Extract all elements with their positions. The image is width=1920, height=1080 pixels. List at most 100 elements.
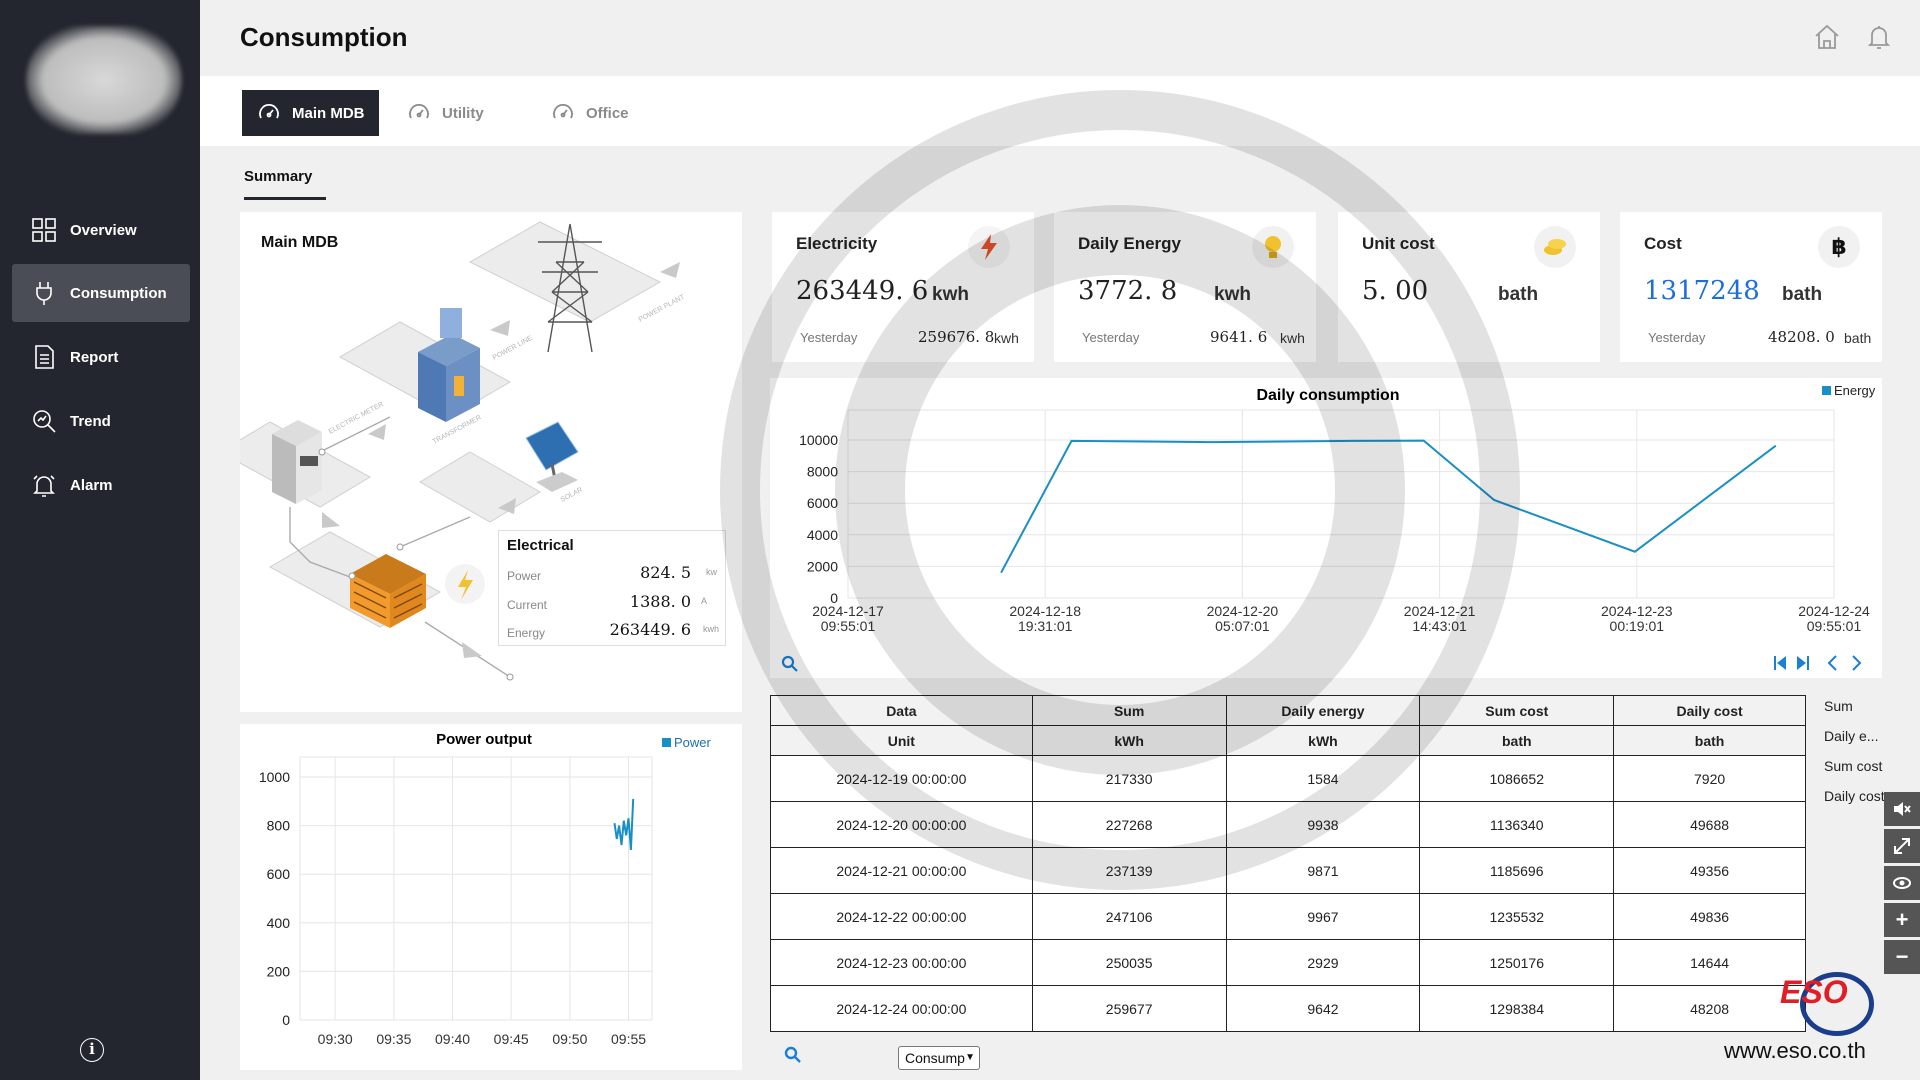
y-tick-label: 0 (282, 1012, 290, 1028)
column-header[interactable]: Sum cost (1419, 695, 1615, 726)
magnify-chart-icon (30, 407, 58, 435)
alarm-bell-icon (30, 471, 58, 499)
y-tick-label: 8000 (807, 464, 838, 480)
table-row: 2024-12-20 00:00:00 227268 9938 1136340 4968… (770, 801, 1806, 848)
collapse-icon[interactable] (1884, 829, 1920, 863)
sidebar-item-report[interactable]: Report (12, 328, 190, 386)
tab-label: Office (586, 104, 629, 122)
card-yesterday-value: 9641. 6 (1210, 328, 1268, 346)
column-toggle-item[interactable]: Sum cost (1824, 758, 1883, 774)
sidebar-item-alarm[interactable]: Alarm (12, 456, 190, 514)
brand-url: www.eso.co.th (1724, 1038, 1866, 1063)
tab-summary[interactable]: Summary (244, 168, 326, 200)
x-tick-label: 09:55:01 (821, 618, 876, 634)
column-header[interactable]: Data (770, 695, 1033, 726)
card-electricity: Electricity 263449. 6 kwh Yesterday 2596… (772, 212, 1034, 362)
card-value: 3772. 8 (1078, 276, 1178, 306)
card-value: 263449. 6 (796, 276, 929, 306)
column-header[interactable]: Daily cost (1613, 695, 1806, 726)
unit-header: kWh (1225, 725, 1421, 756)
tab-office[interactable]: Office (536, 90, 643, 136)
card-yesterday-unit: bath (1844, 330, 1872, 346)
sidebar-item-overview[interactable]: Overview (12, 201, 190, 259)
row-value: 263449. 6 (609, 620, 691, 639)
sidebar-item-consumption[interactable]: Consumption (12, 264, 190, 322)
table-cell: 250035 (1031, 939, 1227, 986)
series-select[interactable]: Consump ▼ (898, 1046, 980, 1070)
gauge-icon (259, 104, 279, 119)
transformer-icon (418, 308, 480, 422)
prev-icon[interactable] (1827, 655, 1837, 671)
zoom-in-icon[interactable]: + (1884, 903, 1920, 937)
info-icon[interactable]: i (80, 1038, 104, 1062)
chart-title: Power output (436, 731, 532, 748)
lightning-icon (458, 570, 473, 600)
table-header-row: Data Sum Daily energy Sum cost Daily cos… (770, 695, 1806, 726)
legend-swatch (1822, 386, 1831, 395)
table-row: 2024-12-21 00:00:00 237139 9871 1185696 4935… (770, 847, 1806, 894)
table-cell: 48208 (1613, 985, 1806, 1032)
table-search-icon[interactable] (784, 1046, 802, 1069)
next-icon[interactable] (1852, 655, 1862, 671)
table-cell: 7920 (1613, 755, 1806, 802)
mute-icon[interactable] (1884, 792, 1920, 826)
zoom-out-icon[interactable]: − (1884, 940, 1920, 974)
x-tick-label: 09:40 (435, 1031, 470, 1047)
table-unit-row: Unit kWh kWh bath bath (770, 725, 1806, 756)
column-toggle-item[interactable]: Sum (1824, 698, 1853, 714)
column-header[interactable]: Daily energy (1225, 695, 1421, 726)
panel-title: Main MDB (261, 234, 339, 251)
column-toggle-item[interactable]: Daily cost (1824, 788, 1885, 804)
table-cell: 237139 (1031, 847, 1227, 894)
table-cell: 2024-12-24 00:00:00 (770, 985, 1033, 1032)
table-cell: 9642 (1225, 985, 1421, 1032)
summary-table: Data Sum Daily energy Sum cost Daily cos… (770, 695, 1806, 1032)
eye-icon[interactable] (1884, 866, 1920, 900)
table-cell: 259677 (1031, 985, 1227, 1032)
y-tick-label: 1000 (259, 769, 290, 785)
row-unit: A (700, 596, 707, 606)
table-row: 2024-12-22 00:00:00 247106 9967 1235532 4983… (770, 893, 1806, 940)
card-value: 1317248 (1644, 276, 1760, 306)
last-page-icon[interactable] (1797, 656, 1809, 670)
zoom-search-icon[interactable] (781, 655, 798, 672)
bell-icon[interactable] (1864, 22, 1894, 52)
electrical-row-energy: Energy 263449. 6 kwh (507, 620, 719, 642)
x-tick-label: 19:31:01 (1018, 618, 1073, 634)
column-toggle-item[interactable]: Daily e... (1824, 728, 1879, 744)
brand-logo-ring (1800, 972, 1874, 1036)
electrical-row-current: Current 1388. 0 A (507, 592, 719, 614)
home-icon[interactable] (1812, 22, 1842, 52)
tab-utility[interactable]: Utility (392, 90, 498, 136)
tab-main-mdb[interactable]: Main MDB (242, 90, 379, 136)
y-tick-label: 200 (267, 963, 291, 979)
table-cell: 2024-12-23 00:00:00 (770, 939, 1033, 986)
plug-icon (30, 279, 58, 307)
sidebar-item-trend[interactable]: Trend (12, 392, 190, 450)
table-cell: 49356 (1613, 847, 1806, 894)
row-label: Power (507, 569, 542, 583)
card-cost: Cost ฿ 1317248 bath Yesterday 48208. 0 b… (1620, 212, 1882, 362)
column-header[interactable]: Sum (1031, 695, 1227, 726)
first-page-icon[interactable] (1774, 656, 1786, 670)
x-tick-label: 05:07:01 (1215, 618, 1270, 634)
row-unit: kwh (702, 624, 719, 634)
column-toggle-list: Sum Daily e... Sum cost Daily cost (1824, 696, 1885, 816)
power-output-panel: Power output Power 1000 800 600 400 200 0 09:3… (240, 724, 742, 1070)
sidebar-item-label: Consumption (70, 284, 167, 302)
company-logo (26, 26, 182, 134)
sidebar-item-label: Trend (70, 412, 111, 430)
legend-label: Energy (1834, 383, 1876, 398)
chart-title: Daily consumption (1256, 387, 1399, 404)
baht-icon: ฿ (1818, 226, 1860, 268)
coins-icon (1534, 226, 1576, 268)
card-unit: bath (1498, 284, 1539, 305)
legend-label: Power (674, 735, 712, 750)
sidebar-item-label: Alarm (70, 476, 113, 494)
card-yesterday-value: 259676. 8 (918, 328, 995, 346)
table-cell: 49688 (1613, 801, 1806, 848)
table-cell: 1235532 (1419, 893, 1615, 940)
table-cell: 2024-12-21 00:00:00 (770, 847, 1033, 894)
tab-label: Main MDB (292, 104, 365, 122)
card-yesterday-unit: kwh (1280, 330, 1305, 346)
